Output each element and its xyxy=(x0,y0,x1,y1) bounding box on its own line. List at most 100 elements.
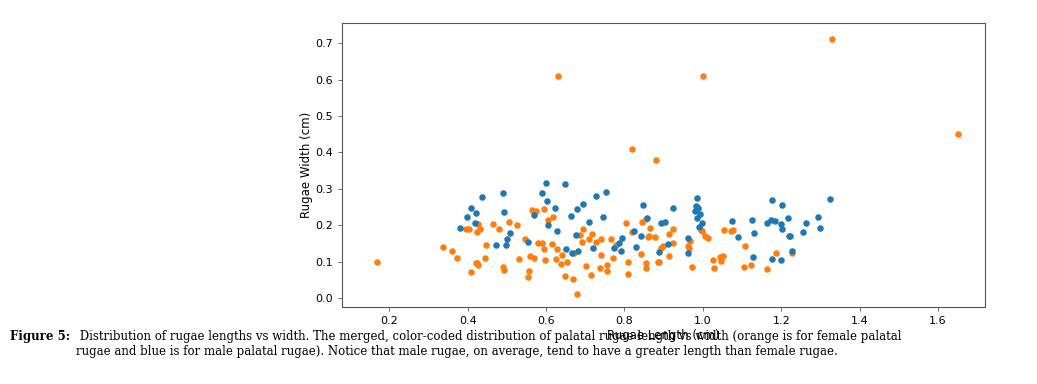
Point xyxy=(689,195,705,201)
Point xyxy=(521,239,537,245)
Point xyxy=(537,180,554,186)
Point xyxy=(484,221,501,227)
Point xyxy=(824,36,841,43)
Point xyxy=(536,206,553,212)
Point xyxy=(725,227,741,233)
Point xyxy=(583,272,599,278)
Point xyxy=(564,276,581,283)
Point xyxy=(794,229,811,235)
Point xyxy=(558,258,574,265)
Point xyxy=(736,264,753,270)
Point xyxy=(758,266,775,272)
Point xyxy=(496,267,512,273)
Point xyxy=(691,224,707,230)
Point xyxy=(744,217,760,223)
Point xyxy=(605,255,621,261)
Point xyxy=(585,245,601,251)
Point xyxy=(724,218,740,224)
Point xyxy=(521,268,537,274)
Point xyxy=(539,199,556,205)
Point xyxy=(557,181,573,187)
Point xyxy=(553,261,569,267)
Point xyxy=(662,253,678,260)
Point xyxy=(533,190,550,197)
Text: Distribution of rugae lengths vs width. The merged, color-coded distribution of : Distribution of rugae lengths vs width. … xyxy=(76,330,901,358)
Point xyxy=(638,216,654,222)
Point xyxy=(665,205,681,211)
Point xyxy=(774,225,790,232)
Point xyxy=(528,208,544,214)
Point xyxy=(501,219,517,225)
Point xyxy=(458,214,475,220)
Point xyxy=(569,206,586,212)
Y-axis label: Rugae Width (cm): Rugae Width (cm) xyxy=(300,112,312,218)
Point xyxy=(495,264,511,270)
Point xyxy=(712,258,729,264)
Point xyxy=(584,231,600,237)
Point xyxy=(665,226,681,232)
Point xyxy=(567,232,584,238)
Point xyxy=(558,246,574,252)
Point xyxy=(649,259,666,265)
Point xyxy=(598,268,615,274)
Point xyxy=(573,239,590,245)
X-axis label: Rugae Length (cm): Rugae Length (cm) xyxy=(608,329,720,342)
Point xyxy=(681,245,698,251)
Point xyxy=(633,251,649,257)
Point xyxy=(746,230,762,236)
Point xyxy=(526,255,542,261)
Point xyxy=(539,217,556,223)
Point xyxy=(624,146,641,152)
Point xyxy=(499,236,515,242)
Point xyxy=(680,235,697,241)
Point xyxy=(495,190,511,196)
Point xyxy=(782,233,798,239)
Point xyxy=(470,262,486,268)
Point xyxy=(477,242,494,248)
Point xyxy=(452,225,469,232)
Point xyxy=(557,273,573,279)
Point xyxy=(472,226,488,232)
Point xyxy=(469,229,485,235)
Point xyxy=(522,253,538,260)
Point xyxy=(468,260,484,266)
Point xyxy=(652,220,669,226)
Point xyxy=(614,235,630,241)
Point xyxy=(736,243,753,249)
Point xyxy=(699,235,716,241)
Point xyxy=(473,194,489,200)
Point xyxy=(508,222,525,228)
Point xyxy=(469,260,485,266)
Point xyxy=(468,210,484,216)
Point xyxy=(635,218,651,225)
Point xyxy=(535,246,552,252)
Point xyxy=(608,242,624,248)
Point xyxy=(812,225,829,231)
Point xyxy=(476,255,493,261)
Point xyxy=(546,205,563,211)
Point xyxy=(767,218,784,224)
Point xyxy=(554,252,570,258)
Point xyxy=(638,265,654,271)
Point xyxy=(613,248,629,255)
Point xyxy=(574,225,591,232)
Point xyxy=(611,240,627,246)
Point xyxy=(571,232,588,238)
Point xyxy=(624,229,641,235)
Point xyxy=(549,228,565,234)
Point xyxy=(563,213,580,219)
Point xyxy=(594,214,611,220)
Point xyxy=(618,220,635,226)
Point xyxy=(524,207,540,213)
Point xyxy=(633,233,649,239)
Point xyxy=(688,203,704,209)
Point xyxy=(693,227,709,233)
Point xyxy=(647,234,664,240)
Point xyxy=(654,243,671,250)
Point xyxy=(716,253,732,259)
Point xyxy=(705,265,722,271)
Point xyxy=(599,262,616,268)
Point xyxy=(496,209,512,215)
Point xyxy=(742,262,759,268)
Point xyxy=(641,233,657,239)
